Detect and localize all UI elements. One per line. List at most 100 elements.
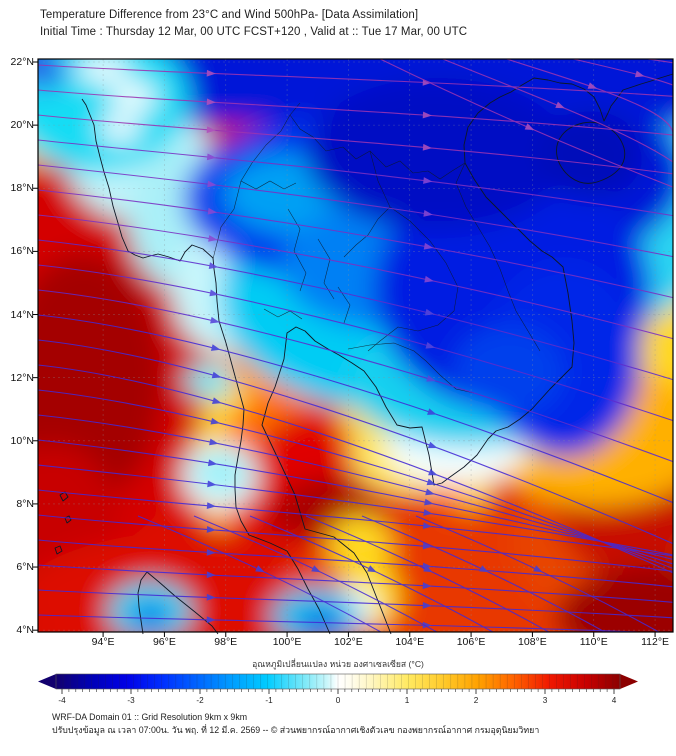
temperature-field	[38, 59, 673, 632]
wind-arrow-icon	[207, 480, 217, 488]
wind-arrow-icon	[428, 468, 438, 476]
wind-arrow-icon	[206, 616, 216, 624]
wind-arrow-icon	[207, 459, 218, 467]
colorbar-title: อุณหภูมิเปลี่ยนแปลง หน่วย องศาเซลเซียส (…	[252, 658, 424, 670]
lat-label: 10°N	[10, 434, 34, 447]
wind-arrow-icon	[422, 602, 432, 609]
colorbar-gradient	[56, 674, 620, 689]
lon-label: 106°E	[456, 636, 486, 648]
lon-label: 104°E	[395, 636, 425, 648]
wind-arrow-icon	[206, 69, 216, 77]
colorbar-left-arrow	[38, 674, 56, 689]
wind-arrow-icon	[206, 571, 216, 579]
wind-arrow-icon	[423, 509, 433, 516]
lat-label: 8°N	[16, 497, 34, 510]
wind-arrow-icon	[206, 126, 216, 134]
lat-label: 6°N	[16, 561, 34, 574]
colorbar-tick-label: 2	[474, 696, 479, 705]
wind-arrow-icon	[422, 582, 432, 590]
wind-arrow-icon	[422, 111, 432, 119]
wind-arrow-icon	[422, 542, 432, 550]
wind-arrow-icon	[367, 565, 377, 573]
wind-arrow-icon	[209, 289, 219, 297]
colorbar-tick-label: 1	[405, 696, 410, 705]
colorbar-tick-label: 3	[543, 696, 548, 705]
lon-label: 112°E	[641, 636, 670, 648]
wind-arrow-icon	[423, 209, 433, 217]
wind-arrow-icon	[479, 565, 489, 573]
lat-label: 14°N	[10, 308, 34, 321]
lat-label: 4°N	[16, 624, 34, 637]
wind-arrow-icon	[210, 417, 220, 425]
lat-label: 16°N	[10, 245, 34, 258]
coastlines	[54, 73, 674, 635]
wind-arrow-icon	[427, 441, 438, 449]
lat-label: 22°N	[10, 56, 34, 68]
lon-label: 102°E	[334, 636, 363, 648]
colorbar-segments	[62, 674, 614, 689]
page-title: Temperature Difference from 23°C and Win…	[40, 7, 467, 41]
wind-arrow-icon	[423, 177, 433, 184]
wind-arrow-icon	[209, 438, 219, 446]
colorbar-right-arrow	[620, 674, 638, 689]
lon-label: 96°E	[152, 636, 176, 648]
lon-label: 98°E	[214, 636, 238, 648]
wind-arrow-icon	[425, 488, 435, 496]
wind-arrow-icon	[206, 526, 216, 533]
lon-label: 100°E	[272, 636, 302, 648]
wind-arrow-icon	[587, 82, 598, 89]
colorbar-tick-label: -1	[265, 696, 273, 705]
wind-arrow-icon	[208, 235, 218, 242]
wind-arrow-icon	[206, 548, 216, 556]
footer-domain-info: WRF-DA Domain 01 :: Grid Resolution 9km …	[52, 712, 248, 722]
lat-label: 20°N	[10, 119, 34, 132]
colorbar-tick-label: 4	[612, 696, 617, 705]
colorbar-ticks	[61, 689, 615, 694]
wind-arrow-icon	[211, 371, 222, 379]
footer-credit: ปรับปรุงข้อมูล ณ เวลา 07:00น. วัน พฤ. ที…	[52, 725, 540, 735]
wind-arrow-icon	[212, 397, 222, 404]
wind-arrow-icon	[426, 375, 436, 382]
lon-label: 110°E	[579, 636, 608, 648]
wind-streamlines	[38, 59, 673, 632]
colorbar-tick-label: -3	[127, 696, 135, 705]
title-line-2: Initial Time : Thursday 12 Mar, 00 UTC F…	[40, 26, 468, 38]
wind-arrow-icon	[426, 478, 437, 486]
wind-arrow-icon	[422, 562, 432, 570]
lat-lon-grid	[38, 59, 673, 632]
wind-arrow-icon	[206, 98, 216, 106]
colorbar-tick-label: -2	[196, 696, 204, 705]
map-border	[37, 58, 674, 633]
title-line-1: Temperature Difference from 23°C and Win…	[40, 9, 419, 21]
wind-arrow-icon	[422, 522, 433, 530]
wind-arrow-icon	[207, 180, 217, 188]
wind-arrow-icon	[206, 593, 216, 601]
wind-arrow-icon	[311, 565, 321, 573]
wind-arrow-icon	[555, 101, 565, 109]
wind-arrow-icon	[422, 143, 432, 151]
colorbar: อุณหภูมิเปลี่ยนแปลง หน่วย องศาเซลเซียส (…	[38, 658, 638, 705]
lat-label: 12°N	[10, 371, 34, 384]
axis-ticks	[33, 61, 656, 637]
colorbar-tick-label: 0	[336, 696, 341, 705]
wind-arrow-icon	[533, 565, 543, 573]
wind-arrow-icon	[424, 498, 434, 506]
colorbar-tick-label: -4	[58, 696, 66, 705]
wind-arrow-icon	[634, 70, 645, 78]
lat-label: 18°N	[10, 182, 34, 195]
wind-arrow-icon	[423, 565, 433, 573]
wind-arrow-icon	[422, 621, 432, 629]
wind-arrow-icon	[206, 153, 217, 161]
wind-arrow-icon	[210, 316, 220, 324]
map-canvas	[33, 58, 674, 637]
lon-label: 108°E	[518, 636, 547, 648]
wind-arrow-icon	[207, 207, 217, 215]
wind-arrow-icon	[424, 275, 434, 283]
wind-arrow-icon	[423, 242, 434, 250]
wind-arrow-icon	[524, 123, 535, 130]
wind-arrow-icon	[208, 262, 219, 269]
wind-arrow-icon	[210, 344, 221, 351]
wind-arrow-icon	[255, 565, 265, 573]
wind-arrow-icon	[206, 502, 216, 510]
